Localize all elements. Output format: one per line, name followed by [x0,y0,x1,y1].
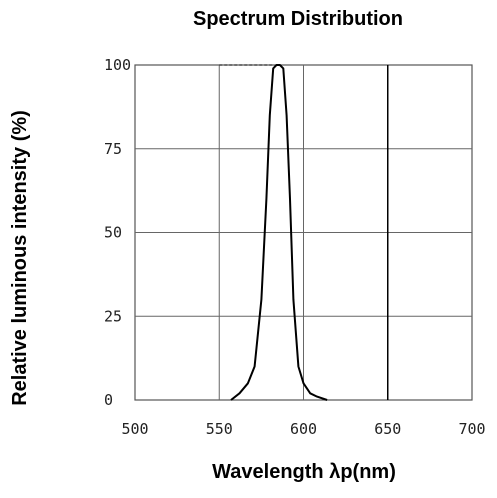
y-tick-label: 50 [104,224,122,242]
grid [134,64,473,401]
x-tick-label: 700 [458,420,485,438]
y-tick-label: 100 [104,56,131,74]
x-tick-label: 500 [121,420,148,438]
x-tick-label: 550 [206,420,233,438]
spectrum-curve [230,64,328,401]
y-tick-label: 0 [104,391,113,409]
series-group [230,64,328,401]
y-tick-labels: 100 75 50 25 0 [104,56,131,409]
y-tick-label: 25 [104,307,122,325]
chart-title: Spectrum Distribution [193,8,403,30]
x-tick-labels: 500 550 600 650 700 [121,420,485,438]
y-tick-label: 75 [104,140,122,158]
x-tick-label: 650 [374,420,401,438]
x-tick-label: 600 [290,420,317,438]
x-axis-label: Wavelength λp(nm) [212,461,396,483]
y-axis-label: Relative luminous intensity (%) [9,110,31,406]
